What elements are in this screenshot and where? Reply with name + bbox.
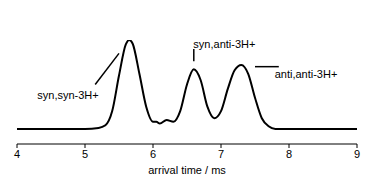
svg-text:9: 9	[354, 148, 360, 160]
svg-text:6: 6	[150, 148, 156, 160]
svg-text:anti,anti-3H+: anti,anti-3H+	[275, 68, 338, 80]
svg-text:arrival time / ms: arrival time / ms	[148, 164, 226, 174]
svg-text:7: 7	[218, 148, 224, 160]
svg-text:4: 4	[14, 148, 20, 160]
svg-text:syn,syn-3H+: syn,syn-3H+	[37, 89, 98, 101]
svg-text:8: 8	[286, 148, 292, 160]
svg-text:5: 5	[82, 148, 88, 160]
svg-text:syn,anti-3H+: syn,anti-3H+	[193, 38, 255, 50]
